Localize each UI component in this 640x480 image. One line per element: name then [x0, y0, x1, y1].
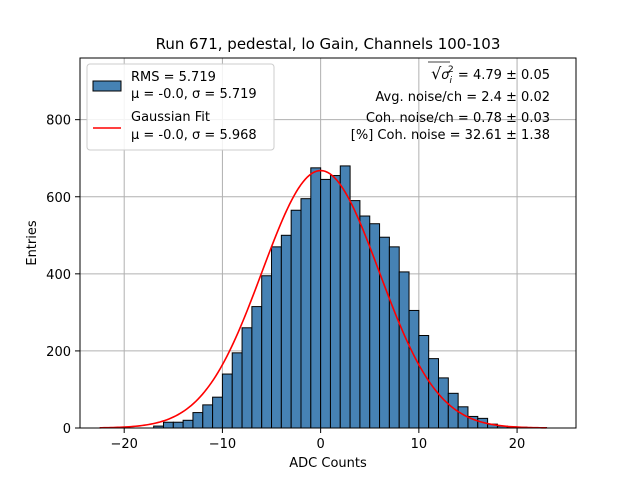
legend-histogram-swatch: [92, 80, 122, 92]
gaussian-fit-line: [99, 169, 547, 429]
y-tick-label: 400: [46, 268, 71, 283]
histogram-bar: [300, 198, 312, 429]
histogram-bar: [398, 271, 410, 429]
histogram-bars: [153, 165, 548, 429]
annotation-coh-noise-percent: [%] Coh. noise = 32.61 ± 1.38: [351, 128, 550, 143]
y-axis-ticks: 0 200 400 600 800: [46, 114, 80, 437]
histogram-bar: [329, 175, 341, 429]
y-axis-label: Entries: [25, 220, 40, 266]
y-tick-label: 0: [63, 422, 71, 437]
histogram-bar: [162, 421, 174, 429]
legend-fit-stats: μ = -0.0, σ = 5.968: [131, 128, 257, 143]
legend-frame: [86, 63, 275, 151]
histogram-bar: [221, 373, 233, 429]
histogram-bar: [202, 404, 214, 429]
legend-fit-label: Gaussian Fit: [131, 110, 210, 125]
noise-annotations: √σi2 = 4.79 ± 0.05 Avg. noise/ch = 2.4 ±…: [351, 61, 550, 143]
histogram-bar: [388, 246, 400, 429]
histogram-bar: [241, 327, 253, 429]
histogram-bar: [359, 215, 371, 429]
histogram-bar: [379, 236, 390, 429]
x-axis-label: ADC Counts: [289, 456, 367, 471]
y-tick-label: 800: [46, 114, 71, 129]
annotation-sigma-sub: i: [450, 76, 453, 86]
annotation-sigma: √σi2 = 4.79 ± 0.05: [431, 64, 550, 86]
histogram-bar: [418, 335, 430, 429]
histogram-bar: [182, 419, 194, 429]
annotation-sigma-sup: 2: [448, 65, 454, 75]
histogram-bar: [192, 412, 204, 429]
annotation-sigma-symbol: σ: [441, 68, 450, 83]
annotation-sigma-root: √: [431, 64, 442, 83]
legend-histogram-label: RMS = 5.719: [131, 70, 216, 85]
plot-frame: [79, 57, 577, 429]
histogram-bar: [310, 167, 322, 429]
histogram-bar: [457, 406, 469, 429]
x-axis-ticks: −20 −10 0 10 20: [110, 428, 525, 452]
histogram-bar: [172, 421, 184, 429]
histogram-bar: [251, 306, 263, 429]
x-tick-label: 10: [411, 437, 428, 452]
histogram-bar: [231, 352, 243, 429]
histogram-bar: [261, 275, 273, 429]
y-tick-label: 600: [46, 191, 71, 206]
x-tick-label: −20: [110, 437, 137, 452]
x-tick-label: −10: [209, 437, 236, 452]
histogram-bar: [212, 396, 223, 429]
histogram-bar: [349, 200, 361, 429]
x-tick-label: 0: [316, 437, 324, 452]
annotation-avg-noise: Avg. noise/ch = 2.4 ± 0.02: [375, 90, 550, 105]
legend-histogram-stats: μ = -0.0, σ = 5.719: [131, 87, 257, 102]
histogram-bar: [408, 309, 420, 429]
x-tick-label: 20: [509, 437, 526, 452]
histogram-bar: [271, 246, 282, 429]
annotation-coh-noise: Coh. noise/ch = 0.78 ± 0.03: [366, 111, 550, 126]
chart-title: Run 671, pedestal, lo Gain, Channels 100…: [156, 35, 501, 53]
legend: RMS = 5.719 μ = -0.0, σ = 5.719 Gaussian…: [86, 63, 275, 151]
histogram-bar: [369, 223, 381, 429]
annotation-sigma-value: = 4.79 ± 0.05: [454, 68, 550, 83]
y-tick-label: 200: [46, 345, 71, 360]
histogram-bar: [280, 234, 292, 429]
histogram-bar: [290, 209, 302, 429]
histogram-bar: [320, 178, 331, 429]
histogram-bar: [339, 165, 351, 429]
